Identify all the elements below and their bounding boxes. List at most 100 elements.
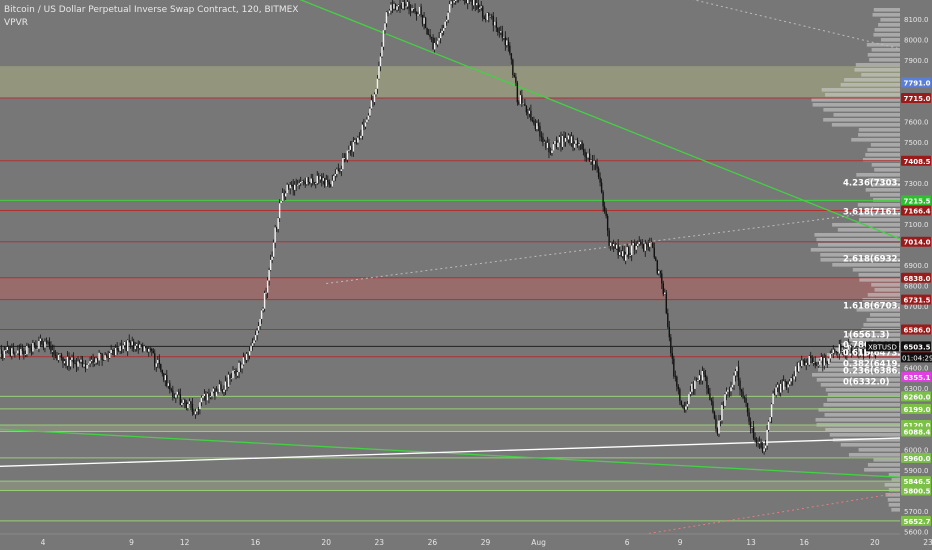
price-badge-text: 6731.5 — [904, 297, 931, 305]
candle-body — [56, 355, 58, 361]
candle-body — [96, 358, 99, 361]
candle-body — [712, 401, 714, 413]
time-tick-2: 12 — [180, 538, 190, 547]
candle-body — [220, 384, 222, 390]
candle-body — [251, 343, 254, 346]
candle-body — [861, 348, 863, 350]
candle-body — [363, 124, 365, 127]
candle-body — [361, 124, 364, 136]
candle-body — [417, 14, 419, 16]
candle-body — [224, 381, 227, 390]
candle-body — [319, 176, 321, 180]
candle-body — [336, 169, 338, 175]
candle-body — [387, 12, 389, 14]
candle-body — [211, 391, 213, 397]
candle-body — [68, 356, 70, 367]
price-badge-text: 5846.5 — [904, 478, 931, 486]
profile-bar — [810, 248, 900, 252]
candle-body — [679, 389, 681, 402]
candle-body — [591, 160, 594, 165]
candle-body — [281, 193, 284, 201]
price-badge-text: 6355.1 — [904, 374, 931, 382]
candle-body — [358, 137, 361, 139]
time-axis: 4 9 12 16 20 23 26 29 Aug 6 9 13 16 20 23 — [0, 533, 932, 550]
candle-body — [101, 354, 103, 360]
candle-body — [212, 388, 215, 392]
candle-body — [734, 371, 737, 376]
candle-body — [80, 359, 82, 362]
candle-body — [59, 354, 61, 356]
candle-body — [123, 341, 126, 346]
candle-body — [120, 345, 123, 350]
candle-body — [791, 378, 794, 380]
candle-body — [841, 350, 844, 352]
candle-body — [512, 59, 514, 75]
candle-body — [530, 110, 532, 120]
time-tick-9: 6 — [625, 538, 630, 547]
candle-body — [722, 404, 725, 406]
profile-bar — [812, 373, 900, 377]
countdown-bg — [901, 352, 932, 363]
candle-body — [433, 43, 436, 50]
candle-body — [12, 348, 15, 354]
candle-body — [494, 21, 496, 26]
candle-body — [439, 32, 442, 39]
candle-body — [585, 156, 588, 158]
price-badge-bg — [901, 485, 931, 496]
candle-body — [543, 141, 546, 143]
candle-body — [241, 364, 243, 369]
zone-3 — [0, 481, 900, 491]
profile-bar — [844, 78, 900, 82]
candle-body — [307, 177, 309, 183]
candle-body — [143, 346, 145, 352]
candle-body — [399, 4, 401, 8]
price-badge-text: 6199.0 — [904, 406, 931, 414]
candle-body — [23, 350, 25, 355]
candle-body — [715, 418, 717, 429]
candle-body — [465, 0, 467, 4]
candle-body — [710, 400, 713, 402]
candle-body — [188, 401, 191, 405]
candle-body — [801, 360, 803, 367]
candle-body — [524, 103, 526, 106]
price-badge-text: 6503.5 — [904, 343, 931, 351]
indicator-label[interactable]: VPVR — [4, 18, 28, 28]
candle-body — [176, 391, 179, 395]
candle-body — [495, 21, 497, 28]
candle-body — [278, 203, 281, 219]
profile-bar — [816, 378, 900, 382]
candle-body — [569, 135, 571, 144]
candle-body — [33, 343, 36, 346]
candle-body — [516, 82, 519, 103]
candle-body — [166, 375, 168, 386]
price-badge-9: 6503.5 — [901, 341, 931, 352]
candle-body — [587, 153, 589, 158]
candle-body — [408, 1, 410, 9]
candle-body — [63, 361, 66, 364]
time-tick-1: 9 — [129, 538, 134, 547]
price-badge-text: 7215.5 — [904, 197, 931, 205]
candle-body — [787, 384, 789, 388]
candle-body — [130, 342, 132, 346]
profile-bar — [871, 163, 900, 167]
candle-body — [504, 36, 507, 46]
candle-body — [149, 348, 151, 350]
candle-body — [731, 384, 734, 388]
profile-bar — [825, 388, 900, 392]
candle-body — [667, 313, 669, 327]
profile-bar — [870, 143, 900, 147]
candle-body — [128, 340, 130, 343]
candle-body — [24, 354, 27, 356]
candle-body — [269, 259, 272, 271]
candle-body — [190, 401, 192, 404]
candle-body — [685, 406, 687, 410]
profile-bar — [874, 28, 900, 32]
candle-body — [804, 360, 806, 366]
candle-body — [48, 342, 51, 347]
profile-bar — [857, 203, 900, 207]
candle-body — [656, 260, 658, 274]
profile-bar — [858, 273, 900, 277]
candle-body — [790, 378, 792, 382]
profile-bar — [872, 183, 900, 187]
